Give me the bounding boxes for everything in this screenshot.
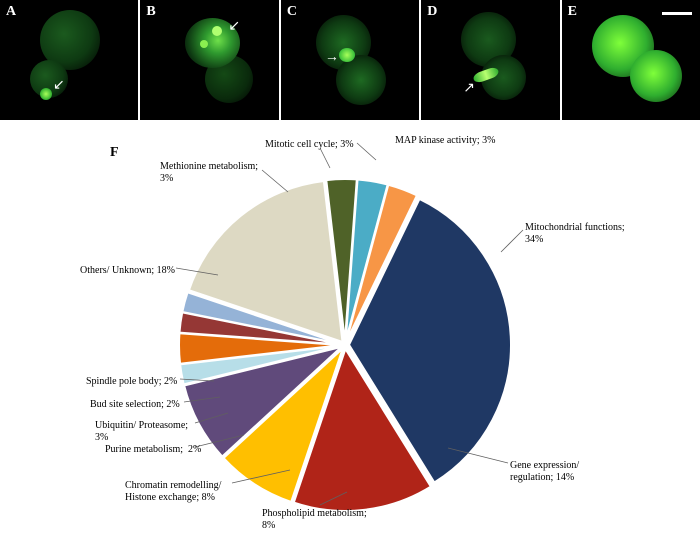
pie-label-others_unknown: Others/ Unknown; 18% xyxy=(80,265,175,277)
cell-bright xyxy=(630,50,682,102)
micrograph-panel-b: B ↙ xyxy=(140,0,278,120)
pie-leader-mito_functions xyxy=(501,230,523,252)
pie-label-gene_expr: Gene expression/ regulation; 14% xyxy=(510,460,579,483)
panel-letter-b: B xyxy=(146,4,155,20)
micrograph-panel-a: A ↙ xyxy=(0,0,138,120)
pie-slice-phospholipid xyxy=(224,348,343,502)
pie-slice-bud_site xyxy=(179,312,341,344)
pie-slice-ubiq_proteasome xyxy=(179,333,341,363)
pie-slice-gene_expr xyxy=(294,349,431,511)
pie-label-mitotic_cycle: Mitotic cell cycle; 3% xyxy=(265,139,354,151)
scale-bar xyxy=(662,12,692,15)
pie-slice-mitotic_cycle xyxy=(346,179,388,341)
arrow-icon: ↗ xyxy=(463,80,475,97)
arrow-icon: → xyxy=(325,50,339,66)
micrograph-panel-e: E xyxy=(562,0,700,120)
cell-bright-spot xyxy=(339,48,355,62)
pie-label-spindle_pole: Spindle pole body; 2% xyxy=(86,376,177,388)
pie-label-mito_functions: Mitochondrial functions; 34% xyxy=(525,222,625,245)
pie-leader-map_kinase xyxy=(357,143,376,160)
pie-leader-gene_expr xyxy=(448,448,508,463)
pie-slice-methionine xyxy=(326,179,356,341)
pie-slice-mito_functions xyxy=(349,199,511,483)
micrograph-panel-d: D ↗ xyxy=(421,0,559,120)
pie-leader-phospholipid xyxy=(320,492,347,505)
panel-letter-c: C xyxy=(287,4,297,20)
cell-dim xyxy=(336,55,386,105)
micrograph-panel-c: C → xyxy=(281,0,419,120)
pie-label-purine: Purine metabolism; 2% xyxy=(105,444,201,456)
pie-label-map_kinase: MAP kinase activity; 3% xyxy=(395,135,495,147)
pie-label-methionine: Methionine metabolism; 3% xyxy=(160,161,258,184)
pie-leader-spindle_pole xyxy=(180,379,214,381)
arrow-icon: ↙ xyxy=(53,77,65,94)
pie-leader-ubiq_proteasome xyxy=(195,413,228,423)
pie-slice-others_unknown xyxy=(189,181,343,342)
pie-leader-mitotic_cycle xyxy=(320,148,330,168)
pie-slice-purine xyxy=(180,346,341,385)
pie-label-bud_site: Bud site selection; 2% xyxy=(90,399,180,411)
pie-label-phospholipid: Phospholipid metabolism; 8% xyxy=(262,508,367,531)
cell-bright-spot xyxy=(40,88,52,100)
panel-letter-a: A xyxy=(6,4,16,20)
micrograph-row: A ↙ B ↙ C → D ↗ E xyxy=(0,0,700,120)
pie-leader-bud_site xyxy=(184,397,220,402)
pie-leader-chromatin xyxy=(232,470,290,483)
pie-label-chromatin: Chromatin remodelling/ Histone exchange;… xyxy=(125,480,221,503)
pie-slice-spindle_pole xyxy=(182,292,341,344)
panel-letter-f: F xyxy=(110,145,119,161)
pie-leader-methionine xyxy=(262,170,288,192)
pie-slice-map_kinase xyxy=(346,185,417,341)
pie-leader-purine xyxy=(195,435,244,447)
pie-leader-others_unknown xyxy=(176,268,218,275)
arrow-icon: ↙ xyxy=(228,18,240,35)
panel-letter-d: D xyxy=(427,4,437,20)
pie-slice-chromatin xyxy=(184,347,341,457)
panel-letter-e: E xyxy=(568,4,577,20)
pie-label-ubiq_proteasome: Ubiquitin/ Proteasome; 3% xyxy=(95,420,188,443)
